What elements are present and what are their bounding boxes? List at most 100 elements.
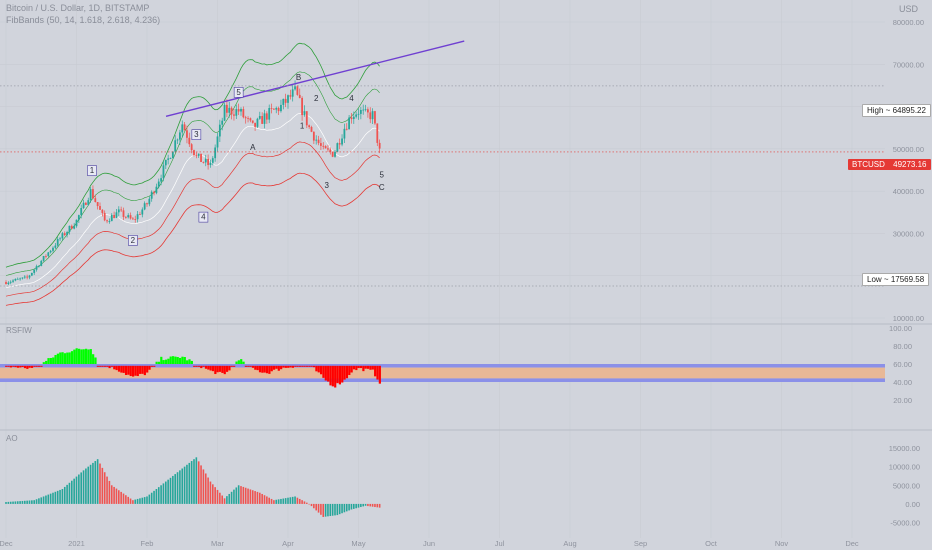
candle (277, 107, 280, 112)
lower-band-outer (5, 172, 380, 306)
indicator-line: FibBands (50, 14, 1.618, 2.618, 4.236) (6, 15, 161, 25)
candle (350, 117, 353, 120)
candle (287, 95, 289, 103)
price-tick: 80000.00 (893, 18, 924, 27)
ao-bar (350, 503, 353, 510)
candle (42, 256, 45, 261)
ao-bar (331, 503, 334, 516)
ao-bar (357, 503, 360, 508)
ao-bar (334, 503, 336, 516)
rsi-bear-bar (228, 365, 231, 371)
ao-bar (310, 503, 313, 507)
rsi-bear-bar (369, 365, 372, 370)
rsi-bull-bar (89, 349, 92, 364)
candle (19, 278, 21, 280)
candle (362, 109, 365, 111)
time-tick: Oct (705, 539, 718, 548)
candle (103, 212, 106, 221)
ao-bar (226, 496, 228, 504)
rsi-bear-bar (329, 365, 332, 386)
ao-bar (14, 501, 17, 504)
rsi-bear-bar (35, 365, 38, 367)
candle (195, 155, 198, 156)
ao-bar (71, 480, 73, 504)
rsi-bear-bar (357, 365, 360, 369)
ao-bar (132, 500, 134, 504)
ao-bar (237, 485, 240, 504)
ao-bar (188, 462, 191, 504)
rsi-bear-bar (348, 365, 351, 376)
candle (320, 143, 322, 146)
candle (49, 250, 52, 253)
price-tick: 30000.00 (893, 229, 924, 238)
ao-bar (214, 487, 216, 504)
candle (5, 282, 7, 285)
candle (80, 208, 83, 216)
wave-box (87, 165, 97, 176)
candle (258, 116, 261, 119)
ao-bar (118, 490, 120, 504)
ao-bar (242, 486, 245, 504)
rsi-bear-bar (103, 365, 106, 367)
candle (153, 191, 155, 194)
ao-bar (33, 500, 35, 504)
rsi-bear-bar (214, 365, 217, 375)
ao-bar (282, 498, 285, 504)
ao-bar (169, 477, 172, 504)
rsi-bear-bar (301, 365, 304, 367)
rsi-bear-bar (310, 365, 313, 367)
rsi-bull-bar (52, 357, 55, 364)
rsi-bear-bar (148, 365, 151, 370)
ao-bar (120, 491, 122, 504)
candle (263, 113, 266, 124)
candle (327, 148, 329, 150)
candle (56, 239, 59, 246)
rsi-bear-bar (40, 365, 43, 367)
rsi-bear-bar (207, 365, 210, 370)
ao-bar (42, 496, 45, 504)
rsi-bear-bar (280, 365, 283, 370)
ao-bar (35, 499, 38, 504)
rsi-band-lower (0, 378, 885, 382)
time-tick: Apr (282, 539, 294, 548)
rsi-bear-bar (19, 365, 22, 368)
ao-bar (315, 503, 317, 511)
ao-bar (341, 503, 343, 514)
candle (249, 118, 252, 121)
rsi-tick: 40.00 (893, 378, 912, 387)
rsi-bull-bar (80, 349, 83, 364)
ao-bar (209, 481, 212, 504)
time-tick: Dec (845, 539, 859, 548)
wave-label: 5 (380, 170, 385, 179)
ao-bar (129, 498, 132, 504)
ao-bar (146, 496, 148, 504)
ao-bar (261, 493, 263, 504)
fib-bands (5, 42, 380, 306)
wave-label: 3 (194, 130, 199, 139)
candle (244, 117, 247, 119)
rsi-bear-bar (273, 365, 276, 370)
candle (376, 123, 379, 143)
rsi-bull-bar (94, 357, 97, 364)
lower-band-inner (5, 141, 380, 297)
rsi-bull-bar (77, 348, 81, 364)
rsi-bear-bar (5, 365, 8, 367)
ao-bar (284, 498, 287, 504)
upper-band-inner (5, 71, 380, 276)
rsi-bear-bar (359, 365, 363, 369)
rsi-bear-bar (265, 365, 269, 374)
trendline[interactable] (165, 40, 465, 117)
ao-tick: 0.00 (905, 500, 920, 509)
candle (265, 113, 268, 120)
candle (228, 107, 231, 113)
ao-bar (202, 469, 205, 504)
candle (28, 275, 31, 278)
rsi-bear-bar (298, 365, 302, 367)
candle (157, 181, 160, 187)
rsi-bull-bar (176, 357, 179, 364)
candle (294, 86, 296, 90)
candle (280, 104, 282, 112)
ao-bar (176, 472, 179, 504)
rsi-bear-bar (327, 365, 330, 382)
